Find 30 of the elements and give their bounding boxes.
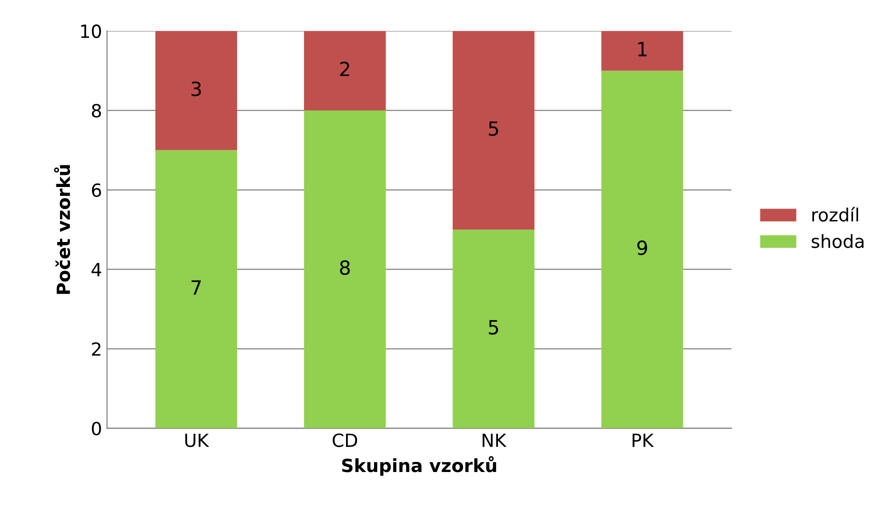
y-tick-label: 2	[92, 342, 100, 356]
bar	[601, 70, 684, 428]
bar	[304, 110, 386, 428]
bar	[452, 30, 534, 230]
data-label: 3	[192, 81, 201, 96]
bar	[155, 150, 238, 428]
legend-label: rozdíl	[812, 206, 858, 222]
legend-label: shoda	[812, 234, 864, 248]
data-label: 7	[192, 280, 201, 295]
x-tick-label: UK	[185, 434, 210, 448]
data-label: 9	[637, 240, 648, 256]
x-tick-label: CD	[332, 433, 358, 448]
x-tick-label: PK	[632, 434, 654, 447]
data-label: 8	[340, 260, 350, 275]
data-label: 5	[488, 121, 498, 136]
data-label: 5	[488, 320, 498, 335]
y-tick-label: 10	[81, 24, 101, 38]
bar	[601, 30, 684, 71]
data-label: 1	[638, 42, 647, 56]
y-tick-label: 0	[92, 422, 101, 436]
bar	[155, 30, 238, 150]
bar	[304, 30, 386, 110]
y-tick-label: 4	[92, 263, 102, 276]
x-axis-title: Skupina vzorků	[342, 456, 496, 476]
y-tick-label: 8	[92, 104, 101, 118]
data-label: 2	[340, 62, 350, 76]
y-tick-label: 6	[92, 183, 102, 198]
bar	[452, 230, 534, 428]
y-axis-title: Počet vzorků	[54, 165, 70, 294]
x-tick-label: NK	[482, 434, 507, 447]
